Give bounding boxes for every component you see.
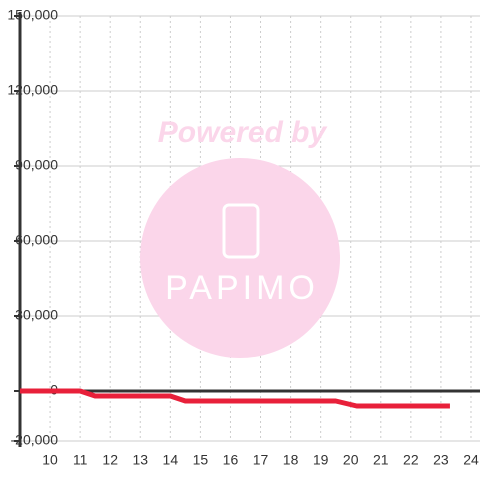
x-tick-label: 22: [403, 452, 419, 468]
watermark-phone: [222, 203, 260, 259]
line: [20, 388, 450, 409]
x-tick-label: 12: [102, 452, 118, 468]
x-tick-label: 21: [373, 452, 389, 468]
y-tick-label: 150,000: [7, 7, 58, 23]
x-tick-label: 10: [42, 452, 58, 468]
watermark-logo: PAPIMO: [165, 269, 319, 307]
y-tick-label: 30,000: [15, 307, 58, 323]
x-tick-label: 24: [463, 452, 479, 468]
y-tick-label: 90,000: [15, 157, 58, 173]
x-tick-label: 17: [253, 452, 269, 468]
x-tick-label: 19: [313, 452, 329, 468]
x-tick-label: 18: [283, 452, 299, 468]
y-tick-label: -20,000: [11, 432, 59, 448]
x-tick-label: 14: [163, 452, 179, 468]
x-tick-label: 23: [433, 452, 449, 468]
x-tick-label: 15: [193, 452, 209, 468]
x-tick-label: 11: [73, 452, 88, 468]
x-tick-label: 13: [132, 452, 148, 468]
x-tick-label: 16: [223, 452, 239, 468]
y-tick-label: 120,000: [7, 82, 58, 98]
y-tick-label: 60,000: [15, 232, 58, 248]
x-tick-label: 20: [343, 452, 359, 468]
watermark-text: Powered by: [158, 116, 328, 149]
